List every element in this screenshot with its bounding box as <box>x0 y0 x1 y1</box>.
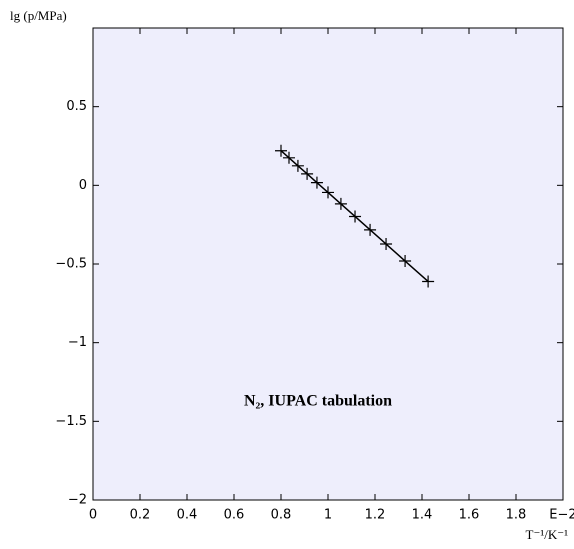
marker <box>349 210 362 223</box>
x-tick-label: 0 <box>89 508 97 523</box>
marker <box>275 144 287 157</box>
x-tick-label: 1 <box>324 508 332 523</box>
x-axis-label: T⁻¹/K⁻¹ <box>526 527 569 542</box>
y-tick-label: 0 <box>79 178 87 193</box>
y-tick-label: 0.5 <box>66 99 87 114</box>
marker <box>334 197 347 210</box>
x-tick-label: 1.6 <box>459 508 480 523</box>
x-tick-label: 1.4 <box>412 508 433 523</box>
marker <box>282 151 295 164</box>
marker <box>380 238 393 251</box>
marker <box>422 275 435 288</box>
x-tick-label: 0.4 <box>177 508 198 523</box>
y-tick-label: −2 <box>68 493 87 508</box>
series-line <box>280 150 429 283</box>
x-tick-label: 1.8 <box>506 508 527 523</box>
annotation: N₂, IUPAC tabulation <box>244 393 392 410</box>
y-axis-label: lg (p/MPa) <box>10 8 67 23</box>
plot-area <box>92 27 564 501</box>
x-tick-label: 1.2 <box>365 508 386 523</box>
marker <box>364 223 377 236</box>
x-tick-label: 0.6 <box>224 508 245 523</box>
marker <box>291 159 304 172</box>
x-tick-label: 0.8 <box>271 508 292 523</box>
x-tick-label: 0.2 <box>130 508 151 523</box>
marker <box>322 186 334 199</box>
marker <box>301 167 314 180</box>
x-tick-label: E−2 <box>549 508 574 523</box>
y-tick-label: −0.5 <box>55 257 87 272</box>
y-tick-label: −1.5 <box>55 414 87 429</box>
marker <box>310 176 323 189</box>
y-tick-label: −1 <box>68 335 87 350</box>
marker <box>399 255 412 268</box>
